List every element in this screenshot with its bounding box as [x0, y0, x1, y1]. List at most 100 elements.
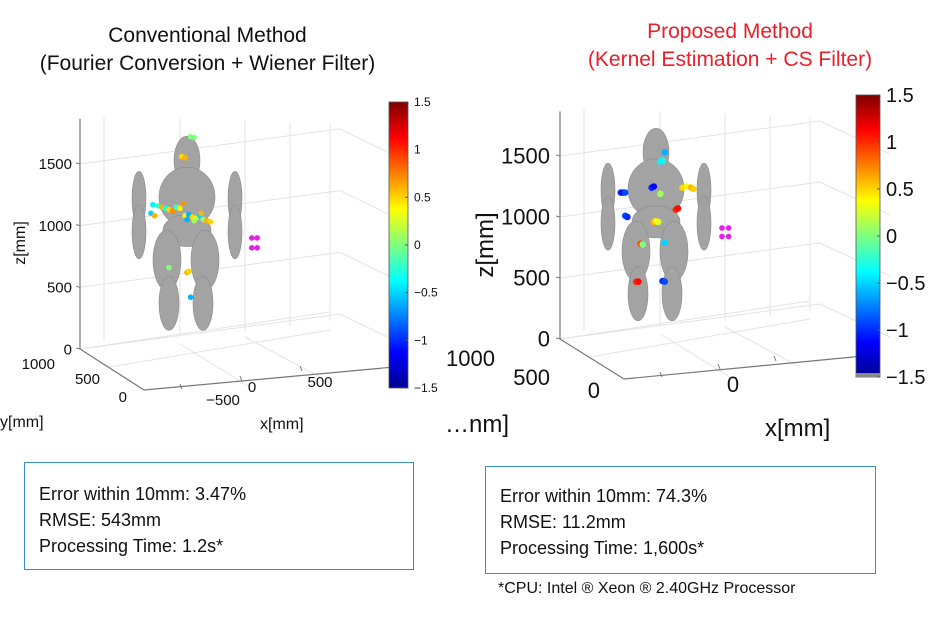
- x-tick-mark: [179, 383, 183, 390]
- body-part-right-forearm: [696, 195, 712, 251]
- x-tick-mark: [659, 371, 663, 378]
- conventional-method-title: Conventional Method (Fourier Conversion …: [0, 22, 415, 78]
- colorbar-bottom-band: [856, 373, 880, 377]
- colorbar-tick-label: 0.5: [886, 179, 914, 201]
- proposed-metrics-box: Error within 10mm: 74.3% RMSE: 11.2mm Pr…: [485, 466, 876, 574]
- z-tick-mark: [555, 154, 561, 157]
- estimated-point: [191, 217, 197, 224]
- estimated-point: [657, 158, 664, 165]
- z-tick-mark: [555, 215, 561, 218]
- reference-points: [719, 225, 732, 240]
- colorbar-tick-label: −1.5: [414, 381, 438, 395]
- floor-grid-line: [109, 329, 331, 368]
- estimated-point: [166, 264, 172, 271]
- estimated-point: [661, 278, 669, 285]
- x-tick-mark: [773, 355, 777, 362]
- z-tick-mark: [75, 162, 81, 165]
- z-tick-mark: [75, 347, 81, 350]
- grid-line-z: [79, 128, 341, 165]
- colorbar-tick-label: 0: [414, 238, 421, 252]
- z-tick-mark: [555, 276, 561, 279]
- y-tick-label: 0: [119, 389, 127, 406]
- estimated-point: [654, 218, 662, 226]
- x-axis-line: [143, 366, 395, 391]
- x-tick-label: 0: [248, 379, 256, 396]
- x-tick-mark: [299, 365, 303, 372]
- estimated-points: [617, 149, 697, 285]
- reference-point: [725, 233, 732, 240]
- z-tick-label: 500: [47, 280, 72, 297]
- y-axis-label: …nm]: [445, 411, 509, 438]
- z-tick-label: 1000: [501, 205, 550, 230]
- estimated-point: [661, 239, 669, 246]
- y-tick-label: 1000: [22, 356, 55, 373]
- colorbar-tick-label: 0: [886, 226, 897, 248]
- estimated-point: [182, 154, 188, 161]
- estimated-point: [191, 134, 197, 141]
- x-tick-label: 0: [727, 372, 739, 397]
- z-tick-label: 500: [513, 266, 550, 291]
- colorbar-tick-label: 1.5: [414, 95, 431, 109]
- conventional-title-line: Conventional Method: [108, 24, 307, 47]
- y-tick-label: 1000: [446, 346, 495, 371]
- estimated-point: [624, 213, 631, 221]
- estimated-point: [690, 185, 697, 193]
- human-body-model: [600, 128, 712, 322]
- cpu-footnote: *CPU: Intel ® Xeon ® 2.40GHz Processor: [498, 580, 796, 597]
- body-part-right-forearm: [227, 204, 243, 260]
- estimated-point: [177, 205, 183, 212]
- z-tick-mark: [555, 337, 561, 340]
- estimated-point: [150, 201, 156, 208]
- human-body-model: [131, 135, 243, 331]
- estimated-point: [661, 149, 669, 156]
- z-tick-label: 1500: [39, 156, 72, 173]
- grid-line-z: [559, 120, 821, 157]
- y-tick-label: 500: [75, 371, 100, 388]
- proposed-error-within-10mm: Error within 10mm: 74.3%: [500, 486, 708, 506]
- estimated-point: [151, 212, 158, 219]
- reference-point: [254, 245, 260, 251]
- conventional-subtitle-line: (Fourier Conversion + Wiener Filter): [39, 52, 376, 75]
- estimated-point: [650, 183, 658, 190]
- floor-grid-line: [179, 343, 251, 388]
- grid-line-z: [559, 242, 821, 279]
- z-tick-label: 1000: [39, 218, 72, 235]
- estimated-point: [639, 241, 647, 248]
- estimated-point: [187, 294, 194, 300]
- estimated-point: [184, 216, 190, 223]
- reference-points: [249, 235, 260, 251]
- y-tick-label: 0: [588, 378, 600, 403]
- colorbar-tick-label: 1.5: [886, 85, 914, 107]
- colorbar-tick-label: 1: [886, 132, 897, 154]
- grid-line-z: [79, 313, 341, 350]
- colorbar-tick-label: −1: [414, 333, 428, 347]
- colorbar-tick-label: −0.5: [414, 286, 438, 300]
- y-axis-line: [79, 348, 145, 391]
- colorbar-tick-label: 0.5: [414, 190, 431, 204]
- z-axis-label: z[mm]: [472, 212, 499, 277]
- y-tick-label: 500: [513, 365, 550, 390]
- reference-point: [249, 245, 255, 251]
- conventional-metrics-box: Error within 10mm: 3.47% RMSE: 543mm Pro…: [24, 462, 414, 570]
- z-tick-label: 1500: [501, 144, 550, 169]
- body-part-left-forearm: [131, 204, 147, 260]
- floor-grid-line: [79, 311, 331, 350]
- colorbar-tick-label: 1: [414, 143, 421, 157]
- body-part-right-shin: [661, 266, 683, 322]
- estimated-points: [148, 133, 214, 300]
- y-axis-label: y[mm]: [0, 414, 44, 431]
- reference-point: [254, 235, 260, 241]
- proposed-subtitle-line: (Kernel Estimation + CS Filter): [587, 48, 873, 71]
- estimated-point: [635, 278, 642, 285]
- colorbar-tick-label: −1.5: [886, 367, 925, 389]
- estimated-point: [207, 219, 214, 225]
- z-tick-label: 0: [538, 327, 550, 352]
- body-part-left-forearm: [600, 195, 616, 251]
- z-tick-mark: [75, 285, 81, 288]
- estimated-point: [186, 268, 192, 275]
- body-part-left-shin: [158, 276, 180, 331]
- proposed-rmse: RMSE: 11.2mm: [500, 512, 626, 532]
- x-axis-label: x[mm]: [765, 415, 830, 442]
- z-tick-mark: [75, 224, 81, 227]
- proposed-title-line: Proposed Method: [647, 20, 813, 43]
